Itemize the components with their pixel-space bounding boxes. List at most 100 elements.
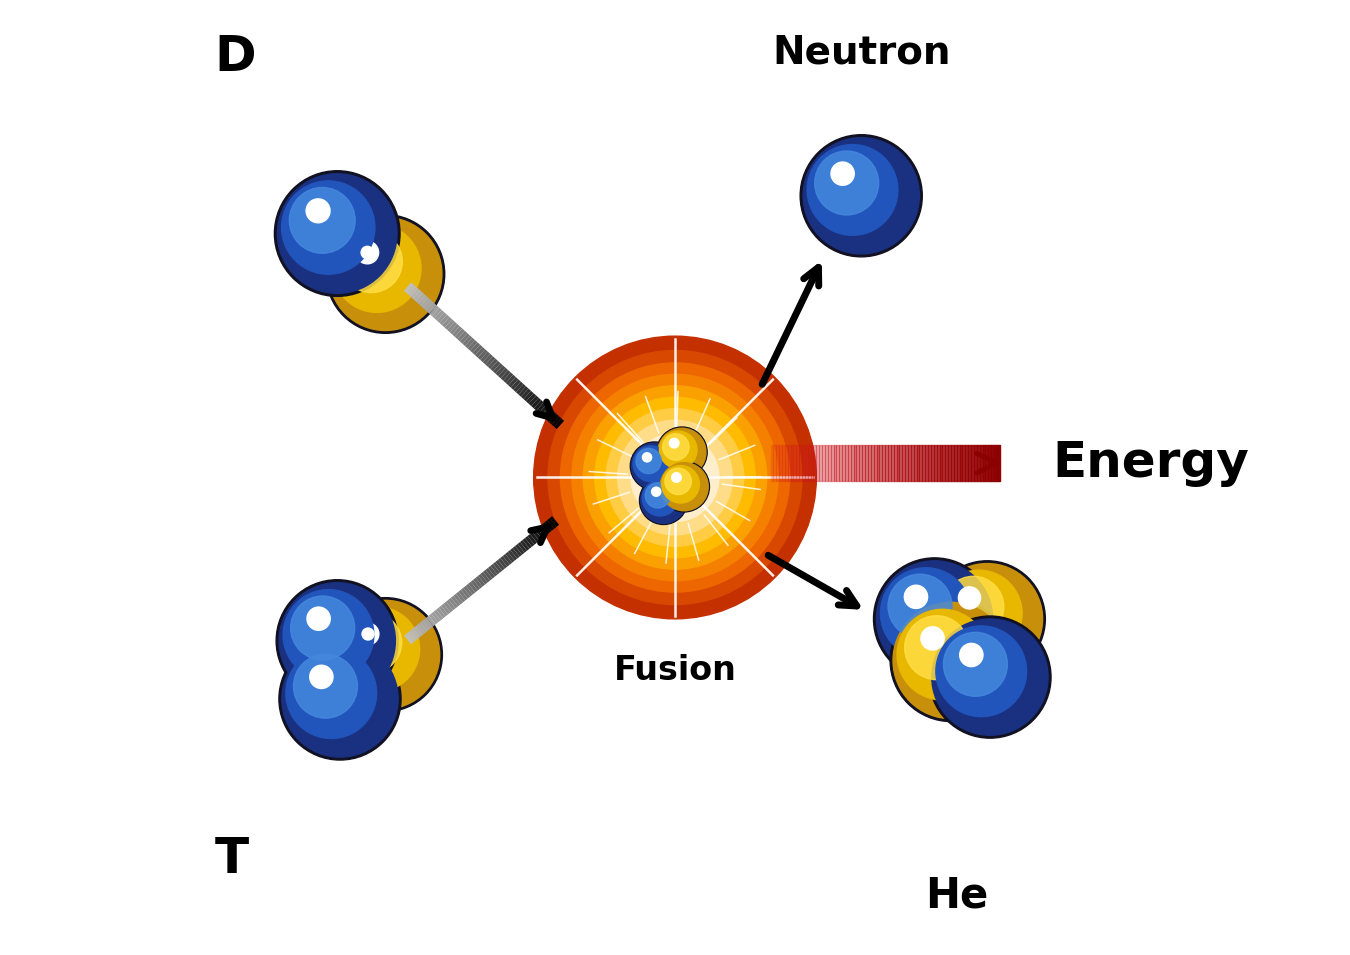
- Circle shape: [277, 174, 397, 293]
- Bar: [879, 445, 883, 481]
- Circle shape: [335, 606, 420, 691]
- Text: D: D: [215, 33, 256, 81]
- Bar: [825, 445, 828, 481]
- Circle shape: [672, 473, 682, 482]
- Circle shape: [657, 428, 706, 477]
- Circle shape: [645, 483, 671, 508]
- Bar: [960, 445, 963, 481]
- Bar: [886, 445, 888, 481]
- Bar: [805, 445, 807, 481]
- Bar: [994, 445, 996, 481]
- Bar: [819, 445, 822, 481]
- Circle shape: [931, 563, 1042, 674]
- Bar: [817, 445, 819, 481]
- Bar: [942, 445, 945, 481]
- Circle shape: [652, 487, 660, 497]
- Bar: [771, 445, 774, 481]
- Circle shape: [964, 592, 976, 604]
- Circle shape: [873, 558, 996, 680]
- Bar: [931, 445, 934, 481]
- Circle shape: [633, 446, 668, 481]
- Bar: [988, 445, 991, 481]
- Bar: [896, 445, 899, 481]
- Bar: [863, 445, 865, 481]
- Circle shape: [643, 453, 652, 462]
- Bar: [914, 445, 917, 481]
- Circle shape: [936, 570, 1022, 657]
- Bar: [845, 445, 848, 481]
- Circle shape: [640, 477, 687, 524]
- Bar: [779, 445, 782, 481]
- Bar: [950, 445, 954, 481]
- Circle shape: [618, 420, 732, 535]
- Bar: [902, 445, 905, 481]
- Circle shape: [284, 589, 374, 680]
- Bar: [876, 445, 879, 481]
- Bar: [868, 445, 871, 481]
- Bar: [925, 445, 927, 481]
- Circle shape: [832, 162, 855, 185]
- Bar: [774, 445, 776, 481]
- Bar: [833, 445, 837, 481]
- Bar: [965, 445, 968, 481]
- Bar: [991, 445, 994, 481]
- Bar: [776, 445, 779, 481]
- Circle shape: [944, 632, 1007, 696]
- Text: Fusion: Fusion: [613, 654, 737, 688]
- Circle shape: [656, 427, 707, 478]
- Circle shape: [904, 585, 927, 608]
- Bar: [904, 445, 909, 481]
- Circle shape: [965, 648, 977, 662]
- Bar: [934, 445, 937, 481]
- Bar: [782, 445, 784, 481]
- Text: Neutron: Neutron: [772, 33, 950, 72]
- Circle shape: [644, 455, 649, 460]
- Circle shape: [533, 336, 817, 619]
- Circle shape: [329, 218, 441, 330]
- Circle shape: [277, 580, 398, 702]
- Circle shape: [960, 644, 983, 667]
- Circle shape: [647, 449, 703, 506]
- Circle shape: [929, 561, 1045, 677]
- Circle shape: [958, 586, 980, 609]
- Bar: [807, 445, 810, 481]
- Bar: [927, 445, 931, 481]
- Circle shape: [910, 590, 922, 604]
- Circle shape: [630, 434, 720, 521]
- Text: Energy: Energy: [1052, 439, 1249, 487]
- Circle shape: [671, 440, 676, 446]
- Bar: [794, 445, 796, 481]
- Bar: [922, 445, 925, 481]
- Circle shape: [894, 603, 1010, 718]
- Bar: [865, 445, 868, 481]
- Bar: [802, 445, 805, 481]
- Circle shape: [328, 598, 443, 711]
- Bar: [917, 445, 919, 481]
- Bar: [830, 445, 833, 481]
- Bar: [996, 445, 1000, 481]
- Circle shape: [898, 609, 988, 700]
- Circle shape: [630, 442, 679, 490]
- Bar: [873, 445, 876, 481]
- Circle shape: [282, 641, 398, 757]
- Circle shape: [560, 363, 790, 592]
- Circle shape: [356, 242, 378, 264]
- Circle shape: [660, 462, 709, 511]
- Circle shape: [306, 199, 329, 223]
- Circle shape: [653, 489, 659, 495]
- Circle shape: [293, 654, 358, 718]
- Circle shape: [327, 215, 444, 333]
- Circle shape: [921, 626, 944, 650]
- Circle shape: [282, 180, 375, 274]
- Circle shape: [312, 612, 325, 626]
- Bar: [954, 445, 957, 481]
- Circle shape: [632, 443, 678, 489]
- Circle shape: [659, 461, 710, 512]
- Circle shape: [289, 187, 355, 253]
- Circle shape: [876, 561, 992, 677]
- Circle shape: [333, 224, 421, 312]
- Circle shape: [674, 475, 679, 480]
- Text: He: He: [925, 875, 988, 917]
- Circle shape: [888, 574, 952, 638]
- Bar: [919, 445, 922, 481]
